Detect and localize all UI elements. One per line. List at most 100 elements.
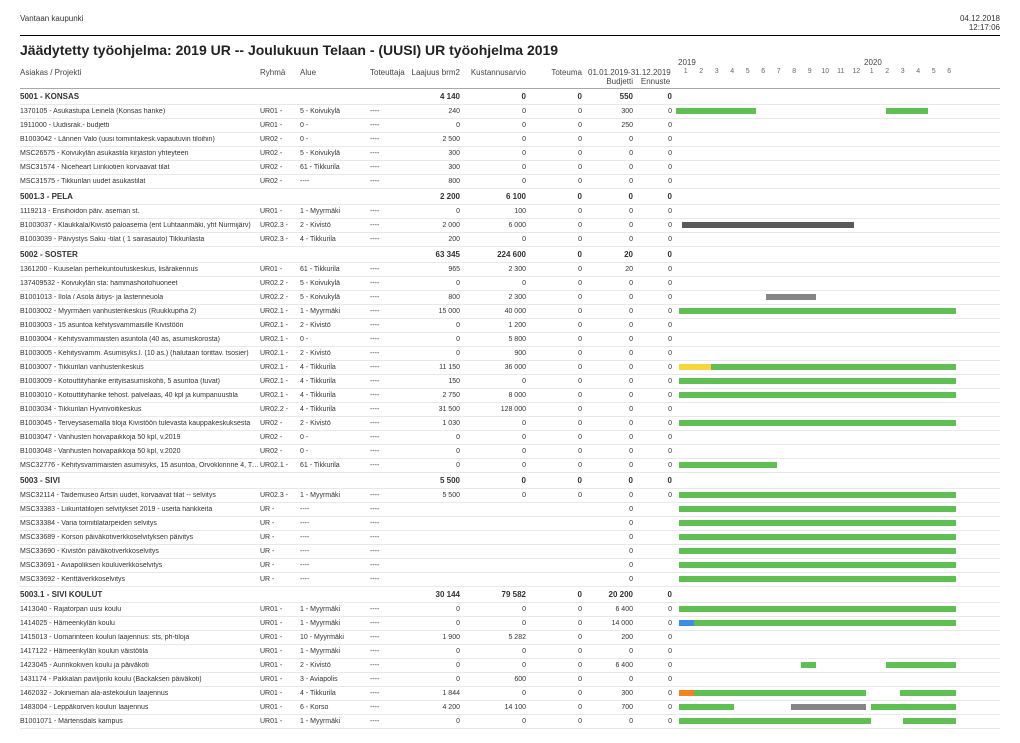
table-row: 1431174 - Pakkalan paviljonki koulu (Bac…	[20, 673, 1000, 687]
budjetti: 0	[588, 222, 637, 229]
gantt-bar	[679, 690, 694, 696]
alue: 4 - Tikkurila	[300, 364, 370, 371]
toteuma: 0	[532, 308, 588, 315]
gantt-cell	[676, 378, 1000, 385]
budjetti: 0	[588, 236, 637, 243]
budjetti: 0	[588, 294, 637, 301]
table-row: MSC32114 - Taidemuseo Artsin uudet, korv…	[20, 489, 1000, 503]
ryhma: UR02 -	[260, 150, 300, 157]
ryhma: UR02.1 -	[260, 378, 300, 385]
gantt-cell	[676, 690, 1000, 697]
ennuste: 0	[637, 392, 676, 399]
laajuus: 0	[400, 336, 466, 343]
toteuttaja: ----	[370, 266, 400, 273]
ryhma: UR01 -	[260, 634, 300, 641]
toteuttaja: ----	[370, 378, 400, 385]
budjetti: 0	[588, 576, 637, 583]
table-row: B1003047 - Vanhusten hoivapaikkoja 50 kp…	[20, 431, 1000, 445]
budjetti: 0	[588, 280, 637, 287]
table-row: B1003007 - Tikkurilan vanhustenkeskusUR0…	[20, 361, 1000, 375]
laajuus: 15 000	[400, 308, 466, 315]
toteuma: 0	[532, 434, 588, 441]
gantt-cell	[676, 251, 1000, 258]
gantt-cell	[676, 676, 1000, 683]
kustannus: 0	[466, 236, 532, 243]
gantt-cell	[676, 364, 1000, 371]
laajuus: 0	[400, 718, 466, 725]
project-name: MSC33384 - Varia toimitilatarpeiden selv…	[20, 520, 260, 527]
ennuste: 0	[637, 136, 676, 143]
toteuma: 0	[532, 634, 588, 641]
gantt-cell	[676, 548, 1000, 555]
gantt-cell	[676, 308, 1000, 315]
alue: ----	[300, 548, 370, 555]
toteuttaja: ----	[370, 620, 400, 627]
kustannus: 5 282	[466, 634, 532, 641]
laajuus: 4 200	[400, 704, 466, 711]
gantt-cell	[676, 648, 1000, 655]
ennuste: 0	[637, 250, 676, 259]
gantt-cell	[676, 448, 1000, 455]
ryhma: UR02.3 -	[260, 222, 300, 229]
ryhma: UR02.2 -	[260, 406, 300, 413]
toteuma: 0	[532, 690, 588, 697]
gantt-cell	[676, 620, 1000, 627]
toteuma: 0	[532, 392, 588, 399]
project-name: 1417122 - Hämeenkylän koulun väistötila	[20, 648, 260, 655]
toteuttaja: ----	[370, 448, 400, 455]
month-label: 4	[911, 68, 927, 75]
toteuma: 0	[532, 250, 588, 259]
budjetti: 0	[588, 434, 637, 441]
gantt-bar	[679, 718, 871, 724]
col-project: Asiakas / Projekti	[20, 68, 260, 86]
toteuttaja: ----	[370, 676, 400, 683]
ennuste: 0	[637, 462, 676, 469]
toteuma: 0	[532, 122, 588, 129]
project-name: MSC33692 - Kenttäverkkoselvitys	[20, 576, 260, 583]
table-row: MSC31575 - Tikkurilan uudet asukastilatU…	[20, 175, 1000, 189]
gantt-cell	[676, 280, 1000, 287]
ryhma: UR -	[260, 562, 300, 569]
alue: 1 - Myyrmäki	[300, 208, 370, 215]
toteuttaja: ----	[370, 222, 400, 229]
alue: 0 -	[300, 122, 370, 129]
ryhma: UR02.1 -	[260, 462, 300, 469]
toteuma: 0	[532, 590, 588, 599]
gantt-header: 2019 2020 123456789101112123456	[678, 68, 1000, 86]
toteuma: 0	[532, 718, 588, 725]
month-label: 5	[740, 68, 756, 75]
gantt-cell	[676, 178, 1000, 185]
gantt-bar	[679, 420, 956, 426]
laajuus: 200	[400, 236, 466, 243]
kustannus: 0	[466, 178, 532, 185]
laajuus: 300	[400, 150, 466, 157]
project-name: B1003048 - Vanhusten hoivapaikkoja 50 kp…	[20, 448, 260, 455]
budjetti: 250	[588, 122, 637, 129]
ennuste: 0	[637, 92, 676, 101]
gantt-cell	[676, 477, 1000, 484]
toteuttaja: ----	[370, 576, 400, 583]
table-row: MSC33691 - Aviapoliksen kouluverkkoselvi…	[20, 559, 1000, 573]
ennuste: 0	[637, 476, 676, 485]
ennuste: 0	[637, 322, 676, 329]
toteuttaja: ----	[370, 420, 400, 427]
col-alue: Alue	[300, 68, 370, 86]
gantt-cell	[676, 606, 1000, 613]
ryhma: UR02 -	[260, 434, 300, 441]
kustannus: 0	[466, 434, 532, 441]
gantt-bar	[900, 690, 956, 696]
gantt-cell	[676, 136, 1000, 143]
budjetti: 0	[588, 406, 637, 413]
time: 12:17:06	[960, 23, 1000, 32]
toteuma: 0	[532, 236, 588, 243]
toteuttaja: ----	[370, 634, 400, 641]
toteuma: 0	[532, 222, 588, 229]
page-title: Jäädytetty työohjelma: 2019 UR -- Jouluk…	[20, 42, 1000, 58]
budjetti: 300	[588, 108, 637, 115]
gantt-cell	[676, 520, 1000, 527]
budjetti: 0	[588, 192, 637, 201]
gantt-bar	[679, 704, 734, 710]
alue: 4 - Tikkurila	[300, 406, 370, 413]
budjetti: 0	[588, 136, 637, 143]
kustannus: 0	[466, 280, 532, 287]
